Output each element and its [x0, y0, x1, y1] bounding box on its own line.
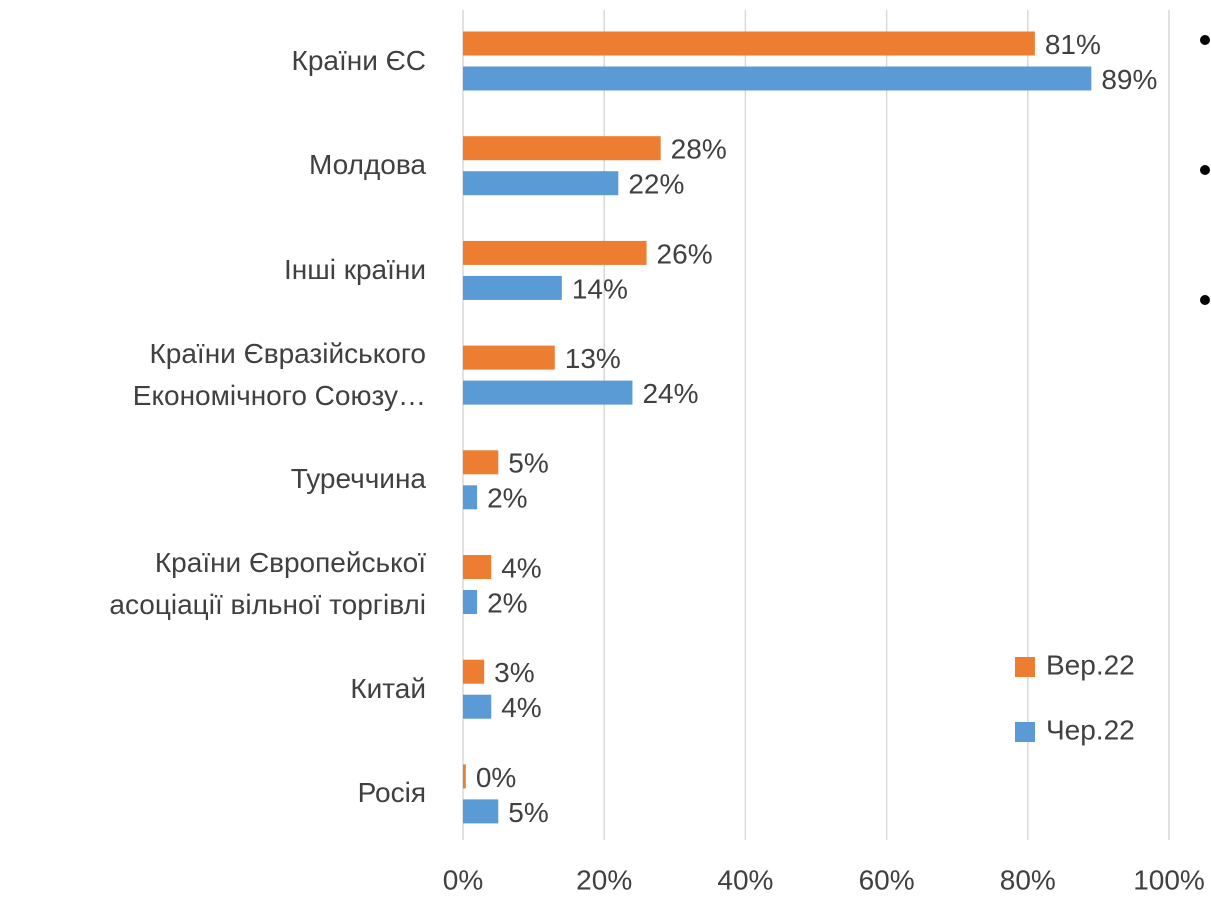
data-label: 5%: [508, 448, 548, 479]
legend-label: Чер.22: [1046, 714, 1135, 745]
bar: [463, 171, 619, 196]
data-label: 24%: [642, 378, 698, 409]
x-tick-label: 0%: [443, 864, 483, 895]
bar: [463, 240, 647, 265]
x-tick-label: 60%: [859, 864, 915, 895]
y-tick-label: Туреччина: [290, 463, 426, 495]
y-tick-label: Інші країни: [284, 253, 426, 285]
bar: [463, 590, 478, 614]
bar: [463, 799, 499, 824]
legend-label: Вер.22: [1046, 649, 1135, 680]
y-tick-label: Молдова: [309, 149, 426, 181]
data-label: 14%: [572, 273, 628, 304]
bar: [463, 450, 499, 475]
legend-swatch: [1015, 722, 1035, 742]
bar: [463, 694, 492, 719]
bar: [463, 31, 1035, 56]
bar: [463, 136, 661, 161]
data-label: 2%: [487, 483, 527, 514]
bar: [463, 275, 562, 300]
y-tick-label: Країни ЄС: [291, 44, 426, 76]
x-tick-label: 40%: [717, 864, 773, 895]
x-tick-label: 100%: [1133, 864, 1205, 895]
x-tick-label: 80%: [1000, 864, 1056, 895]
data-label: 81%: [1045, 29, 1101, 60]
y-tick-label: Країни Євразійського Економічного Союзу…: [132, 337, 426, 411]
data-label: 28%: [671, 134, 727, 165]
y-tick-label: Китай: [350, 672, 426, 704]
data-label: 89%: [1101, 64, 1157, 95]
data-label: 3%: [494, 657, 534, 688]
data-label: 4%: [501, 692, 541, 723]
bullet: [1200, 35, 1210, 45]
x-tick-label: 20%: [576, 864, 632, 895]
bar: [463, 555, 492, 579]
bar: [463, 485, 478, 510]
data-label: 4%: [501, 552, 541, 583]
bullet: [1200, 295, 1210, 305]
y-tick-label: Росія: [357, 777, 426, 809]
data-label: 2%: [487, 587, 527, 618]
bar: [463, 659, 485, 684]
data-label: 26%: [657, 238, 713, 269]
legend-swatch: [1015, 657, 1035, 677]
data-label: 22%: [628, 169, 684, 200]
y-tick-label: Країни Європейської асоціації вільної то…: [109, 547, 426, 620]
bullet: [1200, 165, 1210, 175]
data-label: 0%: [476, 762, 516, 793]
bar: [463, 345, 555, 370]
bar: [463, 66, 1092, 91]
data-label: 5%: [508, 797, 548, 828]
bar: [463, 764, 466, 789]
bar: [463, 380, 633, 405]
data-label: 13%: [565, 343, 621, 374]
